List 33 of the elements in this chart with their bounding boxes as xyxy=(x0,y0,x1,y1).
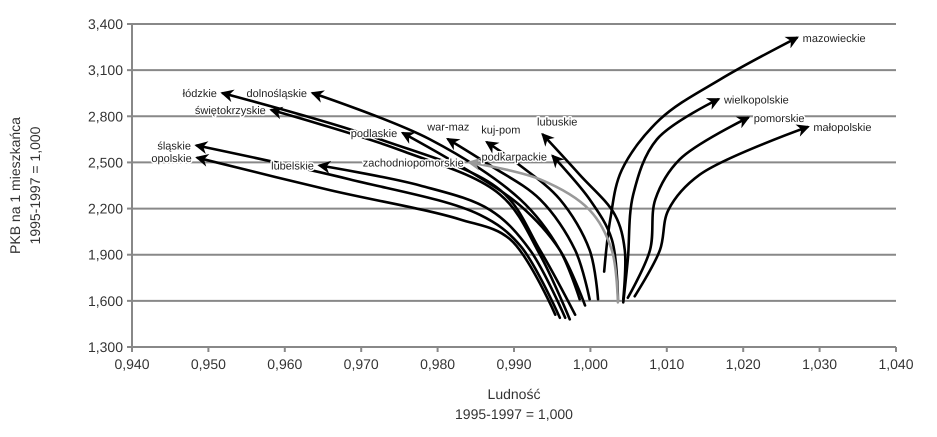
x-tick-label: 1,000 xyxy=(572,356,608,372)
series-label: opolskie xyxy=(151,152,192,165)
x-tick-label: 0,990 xyxy=(496,356,532,372)
series-label: war-maz xyxy=(426,121,470,134)
y-axis-title: PKB na 1 mieszkańca 1995-1997 = 1,000 xyxy=(7,116,43,254)
x-tick-label: 1,010 xyxy=(649,356,685,372)
y-tick-label: 2,500 xyxy=(88,154,124,170)
y-tick-label: 1,900 xyxy=(88,246,124,263)
series-label: lubuskie xyxy=(537,116,578,129)
x-tick-label: 1,030 xyxy=(802,356,838,372)
x-tick-label: 0,970 xyxy=(344,356,379,372)
x-tick-label: 1,040 xyxy=(878,356,914,372)
x-tick-label: 0,980 xyxy=(420,356,456,372)
x-tick-label: 1,020 xyxy=(726,356,761,372)
y-tick-label: 1,600 xyxy=(88,292,124,309)
x-tick-label: 0,950 xyxy=(190,356,226,372)
y-tick-label: 2,800 xyxy=(88,108,124,124)
series-label: łódzkie xyxy=(182,88,217,100)
series-label: małopolskie xyxy=(813,122,872,134)
series-label: dolnośląskie xyxy=(246,88,308,100)
x-axis-title: Ludność 1995-1997 = 1,000 xyxy=(455,386,574,422)
series-label: świętokrzyskie xyxy=(194,105,266,118)
series-label: wielkopolskie xyxy=(722,94,789,106)
x-tick-label: 0,940 xyxy=(114,356,150,372)
y-tick-label: 3,400 xyxy=(88,16,124,32)
series-label: śląskie xyxy=(157,140,191,153)
y-tick-label: 3,100 xyxy=(88,62,124,78)
x-tick-label: 0,960 xyxy=(267,356,303,372)
series-label: pomorskie xyxy=(754,112,805,125)
y-tick-label: 2,200 xyxy=(88,200,124,217)
y-tick-label: 1,300 xyxy=(88,339,124,355)
series-label: mazowieckie xyxy=(802,32,866,45)
series-label: kuj-pom xyxy=(481,124,520,136)
